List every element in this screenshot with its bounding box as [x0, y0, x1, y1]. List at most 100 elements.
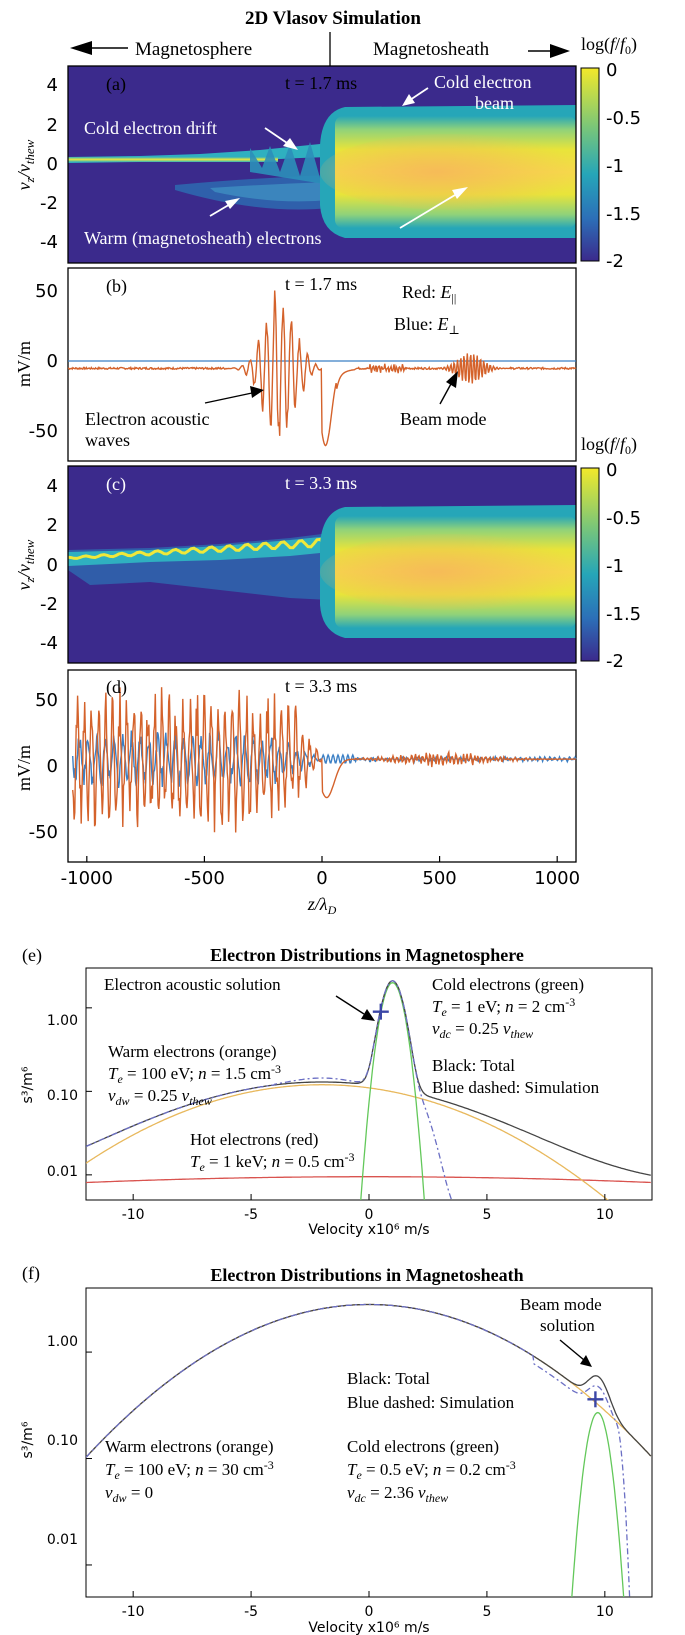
colorbar-top-gradient [580, 67, 600, 262]
cb1-tick-2: -1 [606, 156, 624, 177]
tick-d-m50: -50 [29, 822, 58, 843]
tick-a-4: 4 [47, 75, 58, 96]
xtick-f-label: 5 [482, 1604, 491, 1620]
arrow-cold-drift [264, 127, 291, 146]
colorbar-bottom-label: log(f/f0) [581, 434, 637, 457]
arrow-beam-mode [439, 381, 453, 405]
cb1-tick-3: -1.5 [606, 204, 641, 225]
legend-blue-b: Blue: E⊥ [394, 314, 460, 337]
annotation-warm: Warm (magnetosheath) electrons [84, 228, 321, 249]
panel-c-frame [67, 465, 577, 664]
xtick-e-label: 5 [482, 1207, 491, 1223]
wave-region-a [250, 140, 330, 185]
cb2-tick-3: -1.5 [606, 604, 641, 625]
panel-d-xlabel: z/λD [307, 894, 337, 917]
arrow-beam-solution [559, 1339, 585, 1361]
panel-b-ylabel: mV/m [14, 341, 34, 387]
tick-a-0: 0 [47, 154, 58, 175]
panel-c-ylabel: vz/vthew [14, 539, 37, 590]
panel-d: (d) t = 3.3 ms [67, 669, 577, 863]
tick-f-01: 0.10 [47, 1433, 78, 1449]
arrow-cold-drift-head [283, 138, 298, 150]
annotation-cold-beam-2: beam [475, 93, 514, 113]
panel-d-xticks: -1000 -500 0 500 1000 [61, 856, 580, 889]
tick-c-4: 4 [47, 476, 58, 497]
annotation-warm-e-2: Te = 100 eV; n = 1.5 cm-3 [108, 1062, 281, 1086]
xtick-d-label: 0 [316, 868, 327, 889]
panel-b-time: t = 1.7 ms [285, 274, 357, 294]
tick-b-0: 0 [47, 351, 58, 372]
panel-a-ylabel: vz/vthew [14, 139, 37, 190]
cb2-tick-0: 0 [606, 460, 617, 481]
panel-e-marker [372, 1003, 389, 1020]
annotation-ea-solution: Electron acoustic solution [104, 975, 281, 994]
panel-e-frame [85, 967, 653, 1201]
panel-c-tag: (c) [106, 474, 126, 495]
annotation-beam-mode: Beam mode [400, 409, 486, 429]
legend-sim-e: Blue dashed: Simulation [432, 1078, 600, 1097]
colorbar-top: log(f/f0) 0 -0.5 -1 -1.5 -2 [580, 34, 641, 272]
cb2-tick-4: -2 [606, 651, 624, 672]
cold-drift-band-a [68, 157, 278, 162]
cb1-tick-4: -2 [606, 251, 624, 272]
series-hot-electrons [86, 1176, 651, 1184]
panel-e-tag: (e) [22, 945, 42, 966]
legend-total-f: Black: Total [347, 1369, 430, 1388]
xtick-d-label: -500 [184, 868, 225, 889]
beam-core-c [320, 534, 580, 610]
series-warm-electrons-e [86, 1084, 609, 1200]
xtick-e-label: 10 [596, 1207, 614, 1223]
colorbar-bottom: log(f/f0) 0 -0.5 -1 -1.5 -2 [580, 434, 641, 672]
series-simulation-f [86, 1303, 631, 1597]
annotation-cold-f-3: vdc = 2.36 vthew [347, 1483, 448, 1505]
warm-electron-core-a [210, 182, 330, 202]
panel-b-tag: (b) [106, 276, 127, 297]
figure-title: 2D Vlasov Simulation [245, 8, 421, 29]
panel-c-time: t = 3.3 ms [285, 473, 357, 493]
xtick-f-label: 10 [596, 1604, 614, 1620]
tick-a-2: 2 [47, 115, 58, 136]
annotation-warm-f-3: vdw = 0 [105, 1483, 153, 1505]
tick-d-50: 50 [35, 690, 58, 711]
panel-a: (a) t = 1.7 ms Cold electron drift Cold … [67, 65, 580, 264]
panel-e-title: Electron Distributions in Magnetosphere [210, 945, 524, 965]
series-simulation-e [86, 980, 453, 1200]
annotation-beam-solution-2: solution [540, 1316, 595, 1335]
annotation-ea-waves-2: waves [85, 430, 130, 450]
annotation-warm-e-1: Warm electrons (orange) [108, 1042, 277, 1061]
annotation-ea-waves: Electron acoustic [85, 409, 209, 429]
arrow-beam-solution-head [580, 1355, 592, 1367]
panel-f-marker [587, 1391, 604, 1408]
panel-d-time: t = 3.3 ms [285, 676, 357, 696]
tick-f-001: 0.01 [47, 1532, 78, 1548]
xtick-d-label: 1000 [534, 868, 580, 889]
panel-a-y-axis: 4 2 0 -2 -4 vz/vthew [14, 75, 58, 253]
series-epar-d [72, 687, 576, 833]
tick-e-01: 0.10 [47, 1088, 78, 1104]
arrow-warm-2-head [452, 187, 468, 199]
xtick-f-label: -10 [122, 1604, 145, 1620]
legend-sim-f: Blue dashed: Simulation [347, 1393, 515, 1412]
annotation-warm-f-1: Warm electrons (orange) [105, 1437, 274, 1456]
arrow-beam-mode-head [446, 371, 458, 388]
panel-f-frame [85, 1287, 653, 1598]
panel-b-y-axis: 50 0 -50 mV/m [14, 281, 58, 442]
tick-d-0: 0 [47, 756, 58, 777]
xtick-e-label: -10 [122, 1207, 145, 1223]
arrow-cold-beam [409, 87, 429, 101]
tick-b-50: 50 [35, 281, 58, 302]
arrow-cold-beam-head [402, 94, 415, 106]
legend-red-b: Red: E|| [402, 282, 456, 305]
xtick-f-label: -5 [244, 1604, 258, 1620]
panel-e-series [86, 980, 651, 1200]
tick-c-m2: -2 [40, 594, 58, 615]
tick-c-m4: -4 [40, 633, 58, 654]
panel-e: (e) Electron Distributions in Magnetosph… [20, 945, 653, 1238]
annotation-cold-e-1: Cold electrons (green) [432, 975, 584, 994]
panel-f-xticks: -10 -5 0 5 10 [86, 1351, 614, 1620]
xtick-f-label: 0 [365, 1604, 374, 1620]
annotation-hot-e-2: Te = 1 keV; n = 0.5 cm-3 [190, 1150, 355, 1174]
arrow-warm-2 [399, 191, 461, 229]
arrow-warm-1-head [225, 198, 240, 209]
panel-f-title: Electron Distributions in Magnetosheath [210, 1265, 523, 1285]
